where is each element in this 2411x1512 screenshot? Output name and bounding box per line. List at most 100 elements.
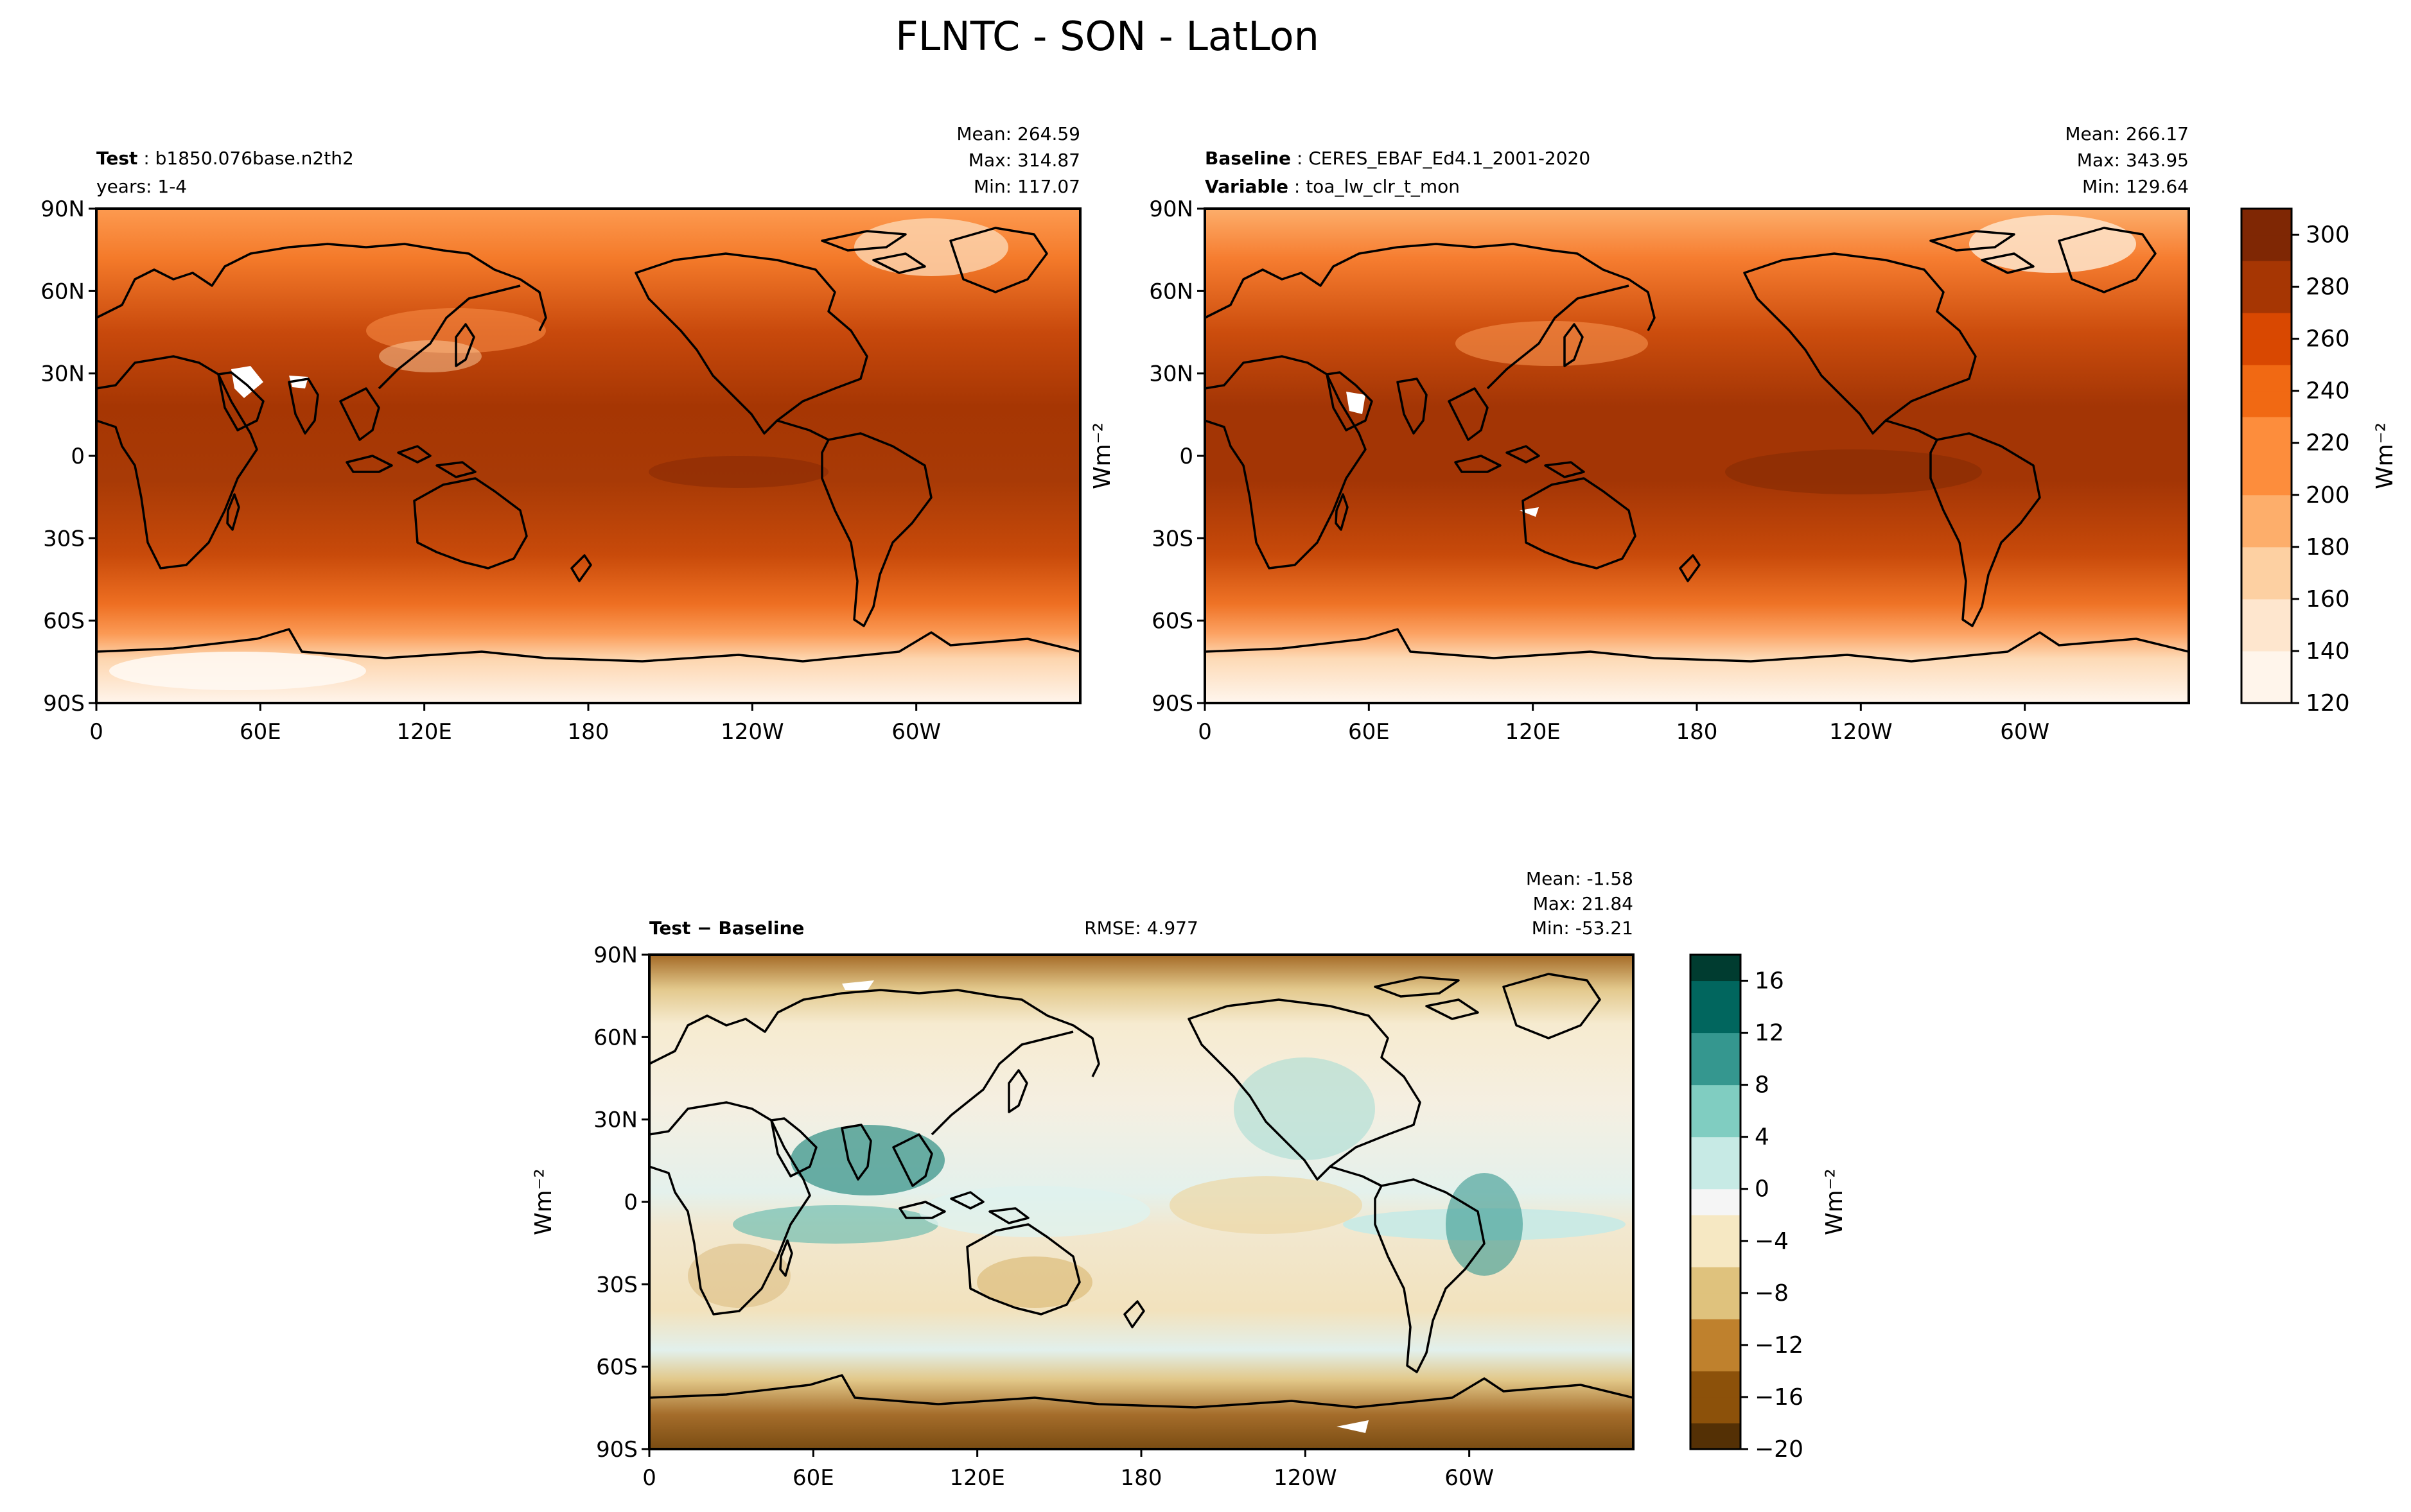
diff-label: Test − Baseline bbox=[649, 917, 804, 939]
colorbar-segment bbox=[2241, 417, 2292, 444]
colorbar-segment bbox=[1690, 1084, 1740, 1111]
colorbar-segment bbox=[2241, 494, 2292, 521]
colorbar-segment bbox=[2241, 442, 2292, 469]
top-colorbar-segments bbox=[2241, 209, 2292, 704]
diff-mean: Mean: -1.58 bbox=[1526, 868, 1633, 889]
baseline-ylabel: Wm⁻² bbox=[1089, 422, 1116, 489]
baseline-lat-axis: 90N 60N 30N 0 30S 60S 90S bbox=[1149, 196, 1205, 717]
lon-tick-label: 180 bbox=[568, 719, 609, 745]
lat-tick-label: 0 bbox=[1179, 444, 1193, 469]
colorbar-tick-label: −12 bbox=[1755, 1332, 1803, 1359]
colorbar-tick-label: 140 bbox=[2306, 638, 2350, 665]
test-years: years: 1-4 bbox=[96, 176, 187, 197]
colorbar-segment bbox=[1690, 1240, 1740, 1267]
lat-tick-label: 0 bbox=[71, 444, 85, 469]
lon-tick-label: 120W bbox=[721, 719, 784, 745]
colorbar-segment bbox=[2241, 234, 2292, 261]
colorbar-tick-label: 4 bbox=[1755, 1124, 1769, 1151]
colorbar-tick-label: 280 bbox=[2306, 274, 2350, 300]
lon-tick-label: 60W bbox=[2000, 719, 2049, 745]
lon-tick-label: 60E bbox=[1348, 719, 1390, 745]
lon-tick-label: 120E bbox=[1505, 719, 1560, 745]
colorbar-tick-label: 120 bbox=[2306, 690, 2350, 717]
colorbar-tick-label: −4 bbox=[1755, 1228, 1789, 1255]
lat-tick-label: 90S bbox=[596, 1437, 638, 1463]
colorbar-tick-label: 180 bbox=[2306, 534, 2350, 560]
diff-colorbar-ticks: 16 12 8 4 0 −4 −8 −12 −16 −20 bbox=[1740, 968, 1803, 1463]
test-lon-axis: 0 60E 120E 180 120W 60W bbox=[89, 703, 941, 745]
colorbar-tick-label: 0 bbox=[1755, 1176, 1769, 1203]
colorbar-segment bbox=[2241, 650, 2292, 677]
colorbar-segment bbox=[1690, 1007, 1740, 1034]
colorbar-tick-label: 220 bbox=[2306, 430, 2350, 456]
colorbar-segment bbox=[2241, 338, 2292, 365]
baseline-max: Max: 343.95 bbox=[2077, 150, 2189, 171]
test-max: Max: 314.87 bbox=[969, 150, 1080, 171]
lon-tick-label: 0 bbox=[89, 719, 103, 745]
diff-missing-region bbox=[842, 980, 874, 990]
lat-tick-label: 30S bbox=[596, 1272, 638, 1298]
colorbar-tick-label: −20 bbox=[1755, 1436, 1803, 1463]
test-lat-axis: 90N 60N 30N 0 30S 60S 90S bbox=[40, 196, 96, 717]
colorbar-segment bbox=[1690, 1423, 1740, 1450]
lon-tick-label: 180 bbox=[1676, 719, 1718, 745]
lat-tick-label: 60N bbox=[1149, 279, 1193, 304]
lat-tick-label: 30N bbox=[593, 1108, 638, 1133]
colorbar-segment bbox=[2241, 286, 2292, 313]
lon-tick-label: 120W bbox=[1829, 719, 1893, 745]
colorbar-segment bbox=[1690, 1344, 1740, 1371]
top-colorbar-ticks: 300 280 260 240 220 200 180 160 140 120 bbox=[2292, 222, 2350, 717]
test-missing-region bbox=[231, 366, 263, 398]
lat-tick-label: 90S bbox=[43, 691, 85, 717]
test-panel: 90N 60N 30N 0 30S 60S 90S 0 60E 120E 180 120W 60W bbox=[40, 196, 1082, 745]
colorbar-segment bbox=[1690, 1136, 1740, 1163]
diff-min: Min: -53.21 bbox=[1532, 917, 1633, 939]
baseline-lon-axis: 0 60E 120E 180 120W 60W bbox=[1198, 703, 2049, 745]
diff-ylabel: Wm⁻² bbox=[530, 1169, 557, 1235]
lon-tick-label: 120E bbox=[949, 1465, 1004, 1491]
colorbar-tick-label: 8 bbox=[1755, 1072, 1769, 1099]
lat-tick-label: 30N bbox=[1149, 361, 1193, 387]
lon-tick-label: 60E bbox=[240, 719, 281, 745]
colorbar-segment bbox=[1690, 955, 1740, 982]
baseline-mean: Mean: 266.17 bbox=[2065, 123, 2189, 144]
colorbar-segment bbox=[2241, 546, 2292, 573]
colorbar-segment bbox=[2241, 313, 2292, 340]
lat-tick-label: 90N bbox=[40, 196, 85, 222]
lat-tick-label: 30S bbox=[43, 526, 85, 552]
colorbar-segment bbox=[1690, 1319, 1740, 1346]
colorbar-tick-label: 300 bbox=[2306, 222, 2350, 248]
lon-tick-label: 120W bbox=[1274, 1465, 1337, 1491]
colorbar-tick-label: −8 bbox=[1755, 1280, 1789, 1307]
baseline-min: Min: 129.64 bbox=[2082, 176, 2189, 197]
lat-tick-label: 90S bbox=[1152, 691, 1193, 717]
colorbar-segment bbox=[2241, 677, 2292, 704]
figure-title: FLNTC - SON - LatLon bbox=[895, 13, 1319, 60]
colorbar-segment bbox=[2241, 521, 2292, 548]
colorbar-segment bbox=[1690, 1111, 1740, 1138]
diff-panel: 90N 60N 30N 0 30S 60S 90S 0 60E 120E 180 120W 60W bbox=[593, 943, 1635, 1491]
baseline-panel: 90N 60N 30N 0 30S 60S 90S 0 60E 120E 180 120W 60W bbox=[1149, 196, 2190, 745]
diff-colorbar-label: Wm⁻² bbox=[1821, 1169, 1848, 1235]
colorbar-segment bbox=[1690, 1292, 1740, 1319]
top-colorbar-label: Wm⁻² bbox=[2372, 422, 2398, 489]
diff-lat-axis: 90N 60N 30N 0 30S 60S 90S bbox=[593, 943, 649, 1463]
diff-lon-axis: 0 60E 120E 180 120W 60W bbox=[642, 1449, 1494, 1491]
colorbar-segment bbox=[1690, 1396, 1740, 1423]
colorbar-segment bbox=[2241, 209, 2292, 236]
test-min: Min: 117.07 bbox=[974, 176, 1080, 197]
top-colorbar: 300 280 260 240 220 200 180 160 140 120 bbox=[2240, 207, 2350, 717]
lon-tick-label: 60E bbox=[793, 1465, 834, 1491]
colorbar-segment bbox=[2241, 261, 2292, 288]
colorbar-tick-label: −16 bbox=[1755, 1384, 1803, 1411]
colorbar-segment bbox=[1690, 1188, 1740, 1215]
lat-tick-label: 30N bbox=[40, 361, 85, 387]
colorbar-segment bbox=[1690, 1163, 1740, 1190]
colorbar-segment bbox=[2241, 598, 2292, 625]
lon-tick-label: 180 bbox=[1121, 1465, 1162, 1491]
diff-colorbar: 16 12 8 4 0 −4 −8 −12 −16 −20 bbox=[1689, 953, 1803, 1463]
lat-tick-label: 30S bbox=[1152, 526, 1193, 552]
baseline-field bbox=[1205, 209, 2189, 703]
diff-max: Max: 21.84 bbox=[1533, 893, 1633, 914]
colorbar-tick-label: 160 bbox=[2306, 586, 2350, 613]
